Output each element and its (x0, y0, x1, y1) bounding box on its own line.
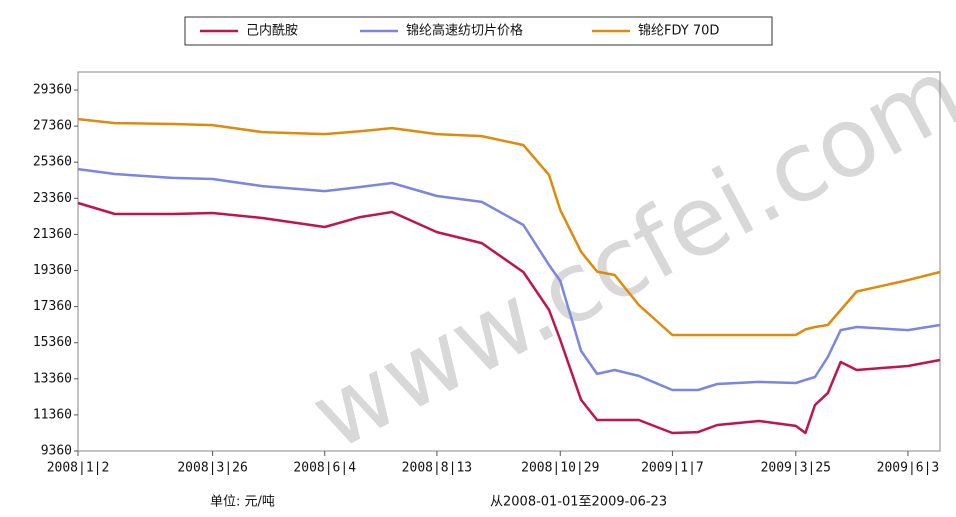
legend-label: 锦纶高速纺切片价格 (406, 23, 523, 39)
x-tick-label: 2008|6|4 (293, 461, 356, 476)
x-tick-label: 2008|1|2 (47, 461, 110, 476)
y-tick-label: 29360 (33, 83, 72, 98)
x-tick-label: 2008|8|13 (402, 461, 472, 476)
legend-box (184, 16, 773, 46)
unit-note: 单位: 元/吨 (210, 495, 275, 510)
y-tick-label: 11360 (33, 407, 72, 422)
series-line (77, 117, 941, 337)
series-line (77, 201, 941, 435)
x-tick-label: 2009|3|25 (761, 461, 831, 476)
y-tick-label: 17360 (33, 299, 72, 314)
legend-label: 锦纶FDY 70D (638, 24, 719, 39)
y-tick-label: 15360 (33, 335, 72, 350)
series-line (77, 167, 941, 392)
legend-label: 己内酰胺 (246, 23, 298, 39)
y-tick-label: 9360 (41, 444, 72, 459)
y-tick-label: 23360 (33, 191, 72, 206)
y-tick-label: 13360 (33, 371, 72, 386)
range-note: 从2008-01-01至2009-06-23 (490, 495, 667, 510)
x-tick-label: 2009|1|7 (641, 461, 704, 476)
x-tick-label: 2009|6|3 (877, 461, 940, 476)
y-tick-label: 25360 (33, 155, 72, 170)
plot-frame (77, 71, 941, 452)
y-tick-label: 19360 (33, 263, 72, 278)
y-tick-label: 27360 (33, 119, 72, 134)
x-tick-label: 2008|3|26 (177, 461, 247, 476)
x-tick-label: 2008|10|29 (521, 461, 599, 476)
y-tick-label: 21360 (33, 227, 72, 242)
